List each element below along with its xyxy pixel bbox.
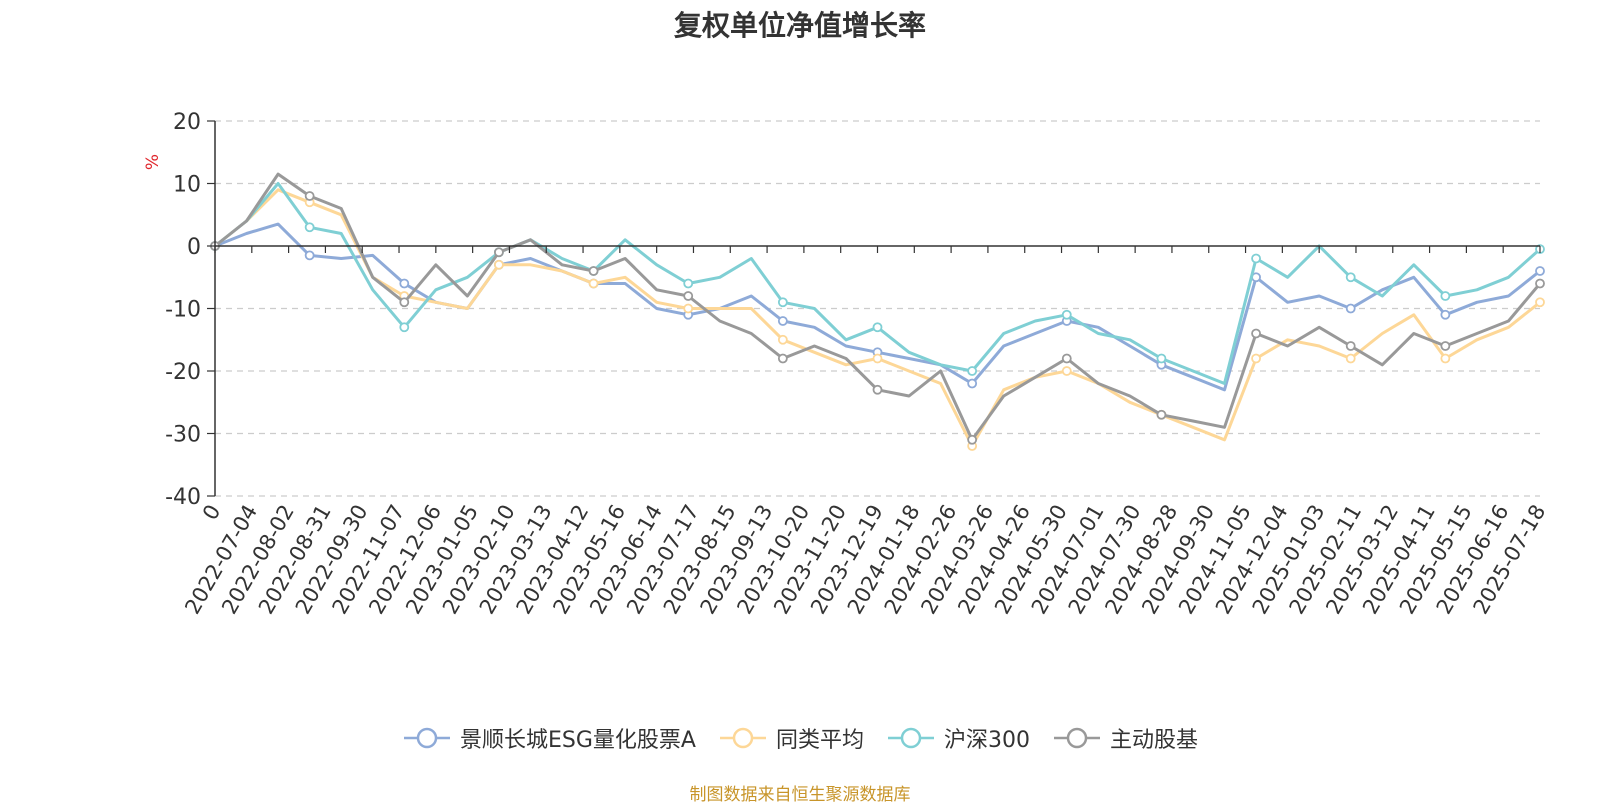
data-point [399,322,410,333]
legend-item[interactable]: 主动股基 [1052,722,1198,754]
data-point [683,303,694,314]
legend-swatch-icon [404,727,450,749]
legend-label: 沪深300 [943,728,1030,753]
line-chart: 20100-10-20-30-4002022-07-042022-08-0220… [143,110,1550,618]
data-point [1535,278,1545,289]
data-point [967,378,978,389]
data-point [1535,266,1545,276]
legend-swatch-icon [1053,727,1100,749]
data-point [1345,341,1356,351]
data-point [683,291,694,301]
legend-swatch-icon [719,727,766,749]
y-tick-label: -30 [165,423,201,448]
data-point [1156,353,1167,364]
data-point [304,191,315,201]
data-point [304,222,315,233]
legend-item[interactable]: 沪深300 [886,722,1030,754]
data-point [1251,353,1261,364]
data-point [588,266,599,276]
data-point [683,278,694,289]
y-tick-label: -40 [165,485,201,510]
data-point [1345,353,1356,364]
y-tick-label: 10 [173,173,201,198]
data-point [1440,353,1451,364]
source-note: 制图数据来自恒生聚源数据库 [689,785,911,805]
data-point [494,259,504,270]
data-point [1251,328,1261,339]
data-point [967,366,978,376]
legend-label: 主动股基 [1109,728,1198,753]
data-point [1535,297,1545,308]
y-tick-label: -10 [165,298,201,323]
data-point [777,297,788,308]
data-point [872,353,883,364]
legend-swatch-icon [887,727,934,749]
data-point [1061,353,1072,364]
data-point [399,278,410,289]
chart-title: 复权单位净值增长率 [673,9,926,42]
data-point [777,353,788,364]
legend: 景顺长城ESG量化股票A 同类平均 沪深300 主动股基 [0,722,1600,754]
grid-lines [215,120,1540,497]
data-point [1156,409,1167,420]
y-tick-label: 0 [187,235,201,260]
x-tick-label: 0 [198,501,225,525]
series-line [214,172,1542,442]
legend-item[interactable]: 景顺长城ESG量化股票A [402,722,696,754]
data-point [967,434,978,445]
data-point [1345,272,1356,283]
data-point [1061,366,1072,376]
series-lines [210,172,1545,451]
data-point [1061,309,1072,320]
y-tick-label: 20 [173,110,201,135]
legend-label: 同类平均 [775,728,864,753]
data-point [1440,291,1451,301]
data-point [777,334,788,345]
data-point [777,316,788,326]
data-point [588,278,599,289]
data-point [399,297,410,308]
data-point [1440,309,1451,320]
data-point [304,250,315,261]
data-point [1440,341,1451,351]
data-point [1251,253,1261,264]
y-unit-label: % [143,154,163,170]
legend-item[interactable]: 同类平均 [718,722,864,754]
axes: 20100-10-20-30-4002022-07-042022-08-0220… [165,110,1550,618]
data-point [872,384,883,395]
legend-label: 景顺长城ESG量化股票A [460,728,696,753]
y-tick-label: -20 [165,360,201,385]
data-point [1345,303,1356,314]
data-point [494,247,504,258]
data-point [872,322,883,333]
